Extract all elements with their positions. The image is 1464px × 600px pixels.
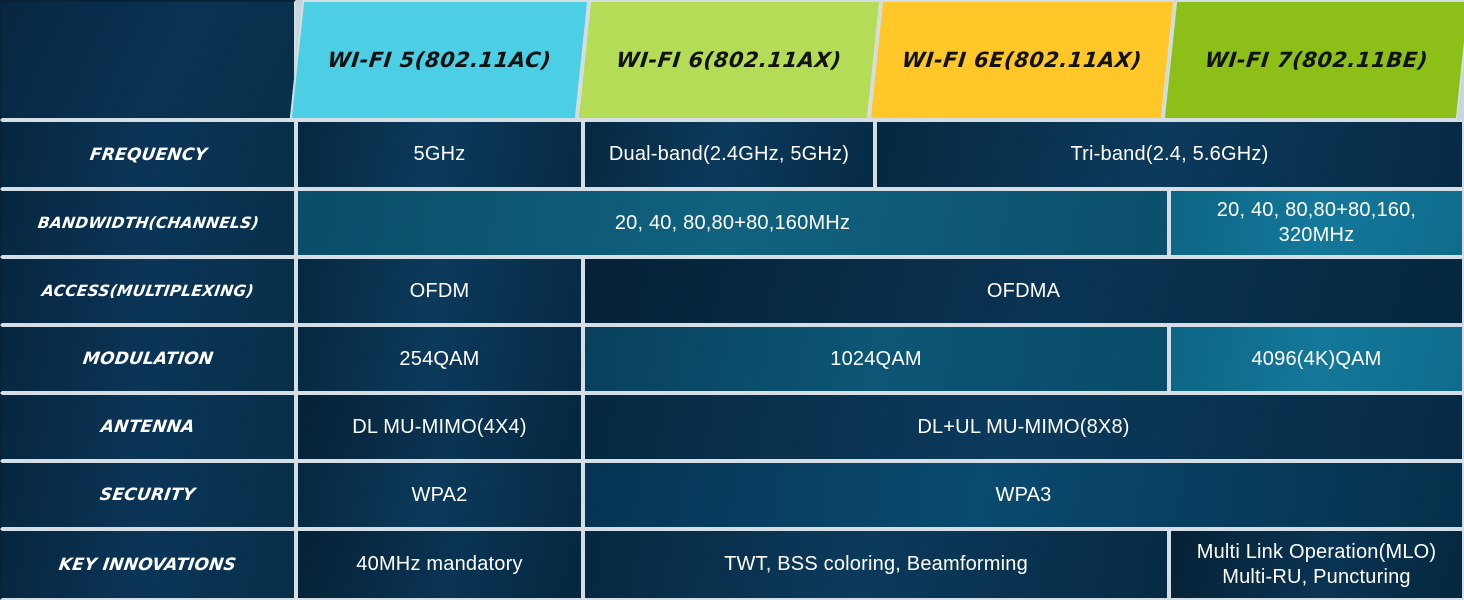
cell-modulation-wifi6-wifi6e: 1024QAM [583, 325, 1169, 393]
row-label-key-innovations-text: KEY INNOVATIONS [58, 554, 238, 575]
cell-frequency-wifi6: Dual-band(2.4GHz, 5GHz) [583, 120, 875, 189]
row-label-access: ACCESS(MULTIPLEXING) [0, 257, 296, 325]
row-label-frequency: FREQUENCY [0, 120, 296, 189]
cell-antenna-wifi5: DL MU-MIMO(4X4) [296, 393, 583, 461]
column-header-wifi5: WI-FI 5(802.11AC) [289, 0, 590, 120]
row-label-bandwidth: BANDWIDTH(CHANNELS) [0, 189, 296, 257]
cell-key-innovations-wifi5: 40MHz mandatory [296, 529, 583, 600]
cell-security-wifi5: WPA2 [296, 461, 583, 529]
row-label-antenna-text: ANTENNA [99, 417, 197, 437]
cell-modulation-wifi5: 254QAM [296, 325, 583, 393]
cell-key-innovations-wifi7: Multi Link Operation(MLO) Multi-RU, Punc… [1169, 529, 1464, 600]
cell-frequency-wifi6e-wifi7: Tri-band(2.4, 5.6GHz) [875, 120, 1464, 189]
column-header-wifi6: WI-FI 6(802.11AX) [576, 0, 882, 120]
row-label-modulation: MODULATION [0, 325, 296, 393]
cell-security-wifi6-wifi7: WPA3 [583, 461, 1464, 529]
row-label-key-innovations: KEY INNOVATIONS [0, 529, 296, 600]
column-header-wifi7: WI-FI 7(802.11BE) [1162, 0, 1464, 120]
column-header-wifi6e: WI-FI 6E(802.11AX) [868, 0, 1176, 120]
row-label-security-text: SECURITY [99, 485, 197, 505]
row-label-antenna: ANTENNA [0, 393, 296, 461]
cell-access-wifi5: OFDM [296, 257, 583, 325]
cell-key-innovations-wifi6-wifi6e: TWT, BSS coloring, Beamforming [583, 529, 1169, 600]
table-corner-cell [0, 0, 296, 120]
cell-bandwidth-wifi5-wifi6e: 20, 40, 80,80+80,160MHz [296, 189, 1169, 257]
row-label-modulation-text: MODULATION [81, 349, 215, 369]
row-label-bandwidth-text: BANDWIDTH(CHANNELS) [36, 214, 260, 232]
cell-frequency-wifi5: 5GHz [296, 120, 583, 189]
row-label-access-text: ACCESS(MULTIPLEXING) [40, 282, 256, 300]
cell-bandwidth-wifi7: 20, 40, 80,80+80,160, 320MHz [1169, 189, 1464, 257]
cell-modulation-wifi7: 4096(4K)QAM [1169, 325, 1464, 393]
cell-access-wifi6-wifi7: OFDMA [583, 257, 1464, 325]
cell-antenna-wifi6-wifi7: DL+UL MU-MIMO(8X8) [583, 393, 1464, 461]
row-label-security: SECURITY [0, 461, 296, 529]
row-label-frequency-text: FREQUENCY [88, 144, 208, 165]
